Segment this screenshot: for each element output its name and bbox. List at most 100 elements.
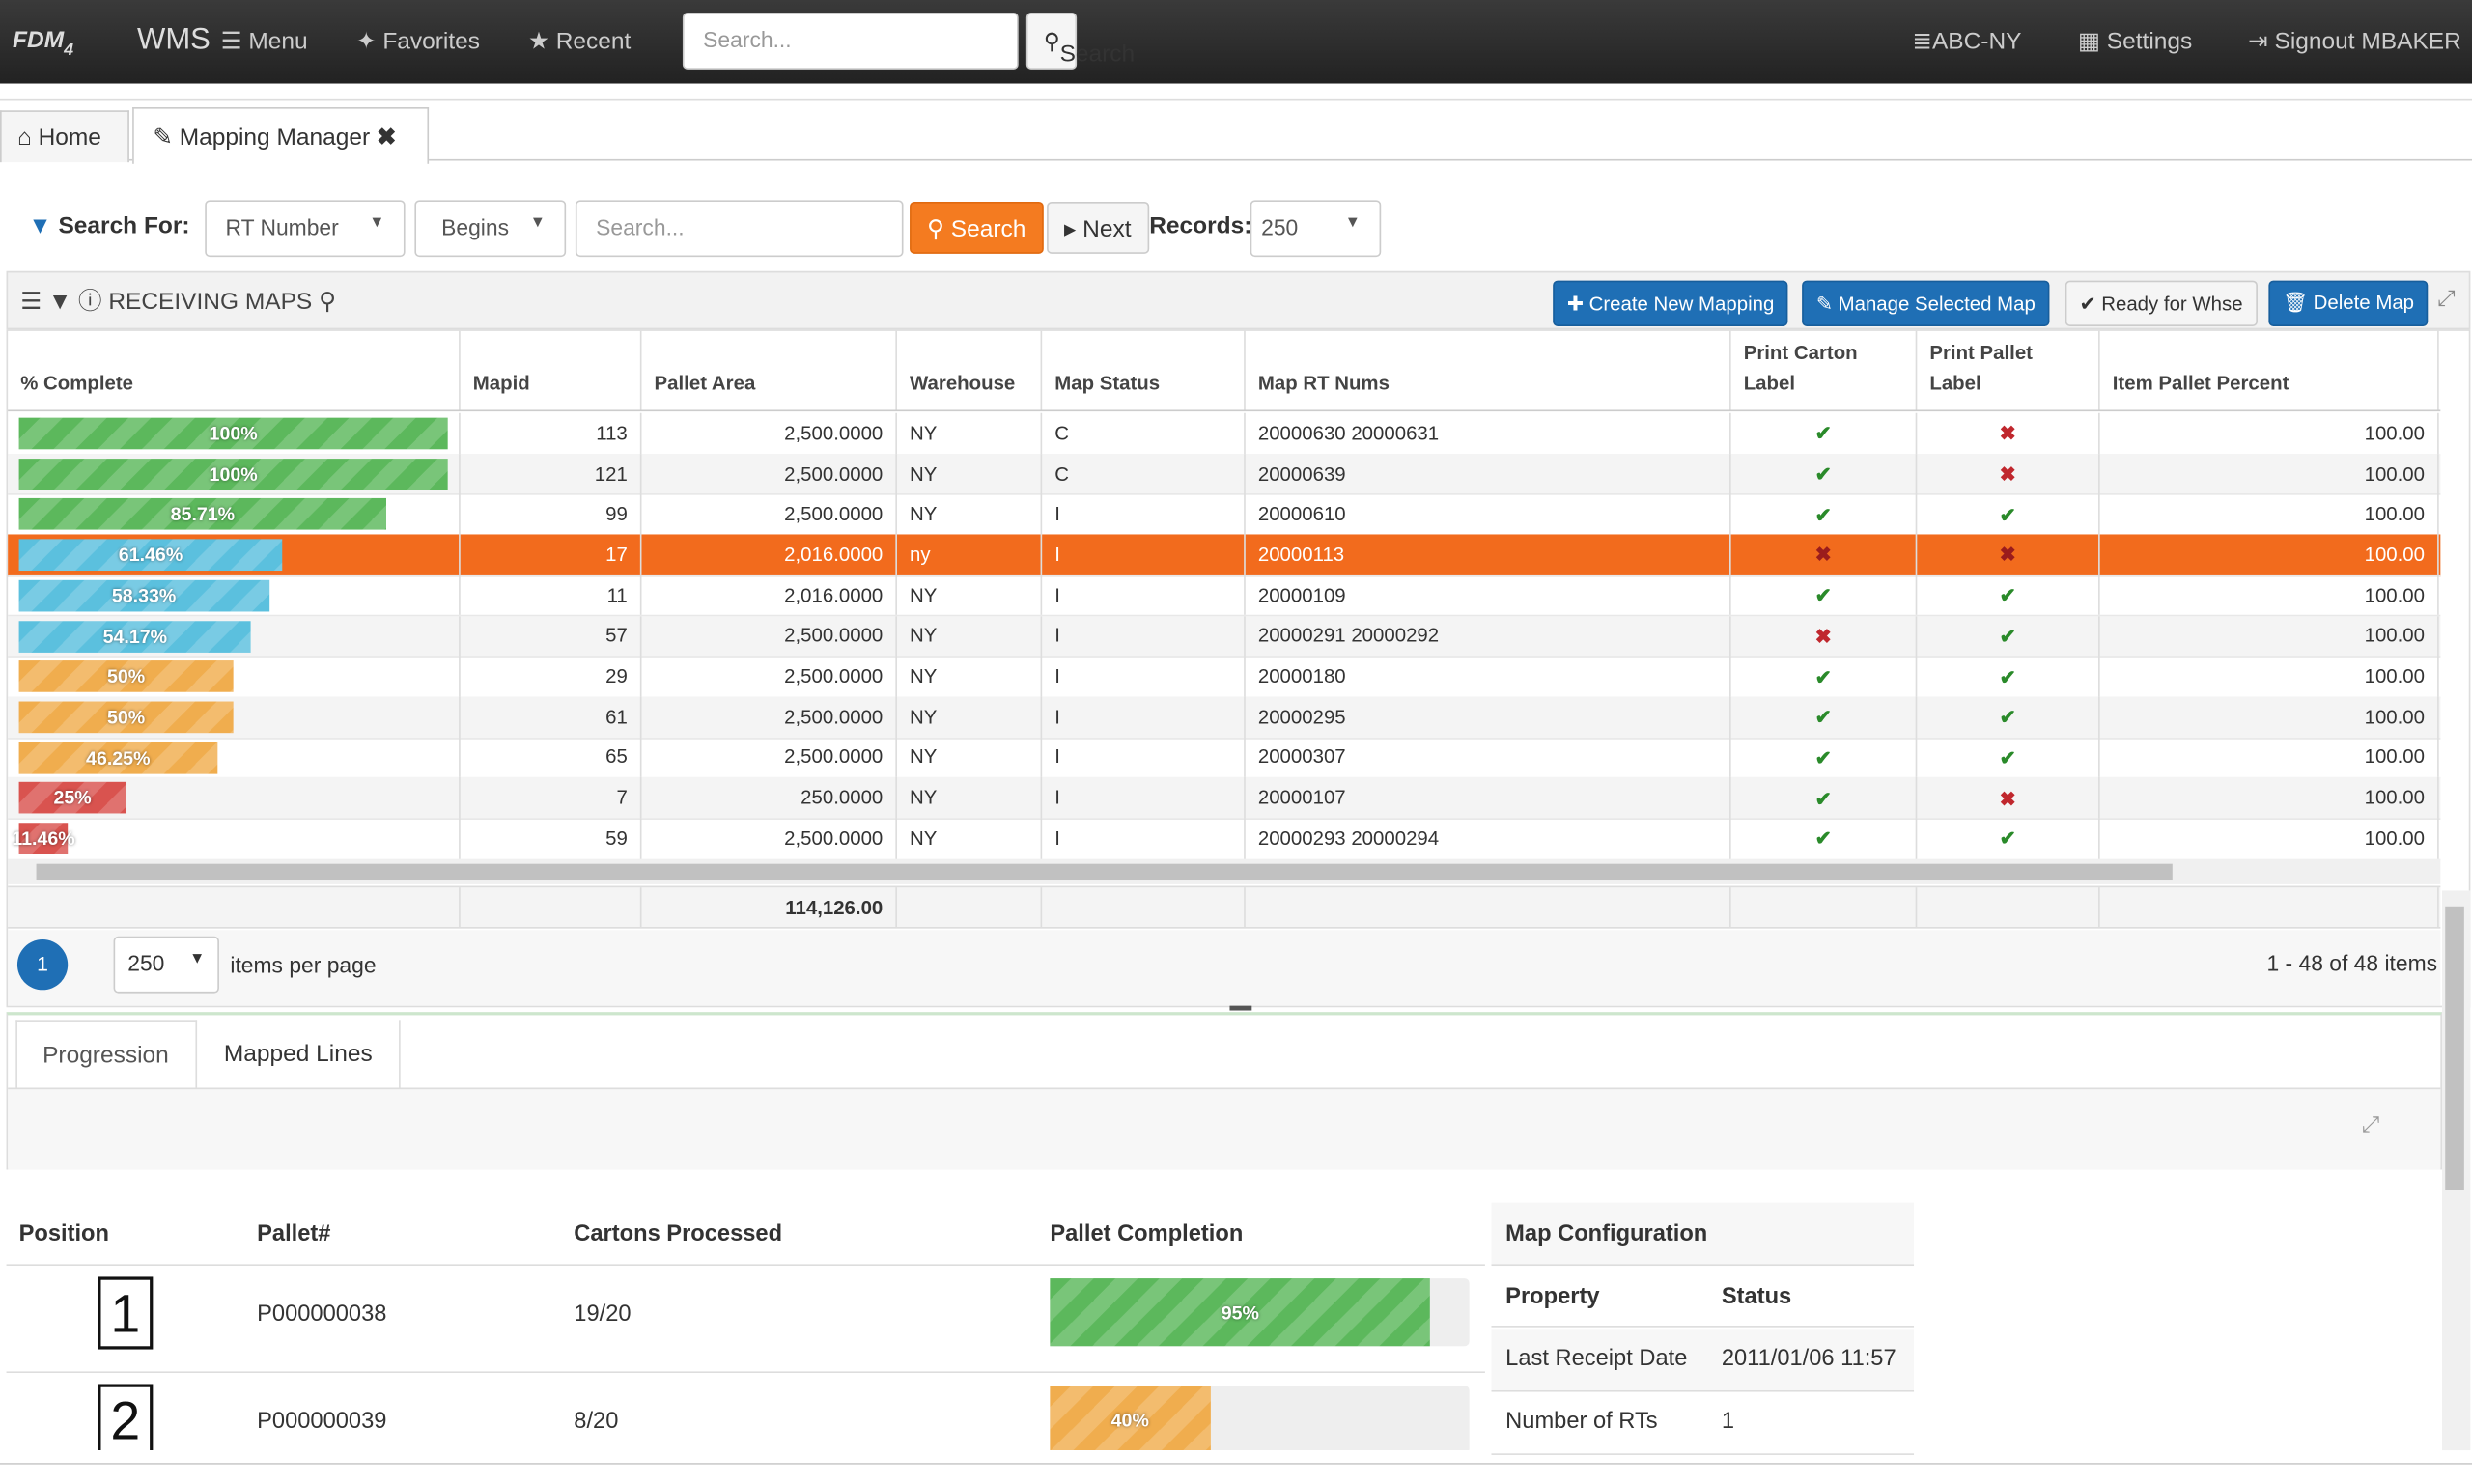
column-header: Item Pallet Percent	[2100, 330, 2439, 410]
field-select[interactable]: RT Number ▼	[205, 200, 406, 258]
delete-button[interactable]: 🗑 Delete Map	[2268, 280, 2429, 326]
label: Mapping Manager	[179, 124, 371, 152]
v-scrollbar[interactable]	[2441, 890, 2471, 1451]
ready-button[interactable]: ✔ Ready for Whse	[2065, 280, 2258, 326]
grid-row[interactable]: 61.46% 17 2,016.0000 ny I 20000113 ✖ ✖ 100.00	[8, 534, 2441, 577]
expand-icon[interactable]: ⤢	[2437, 285, 2456, 311]
grid-toolbar: ☰ ▼ ⓘ RECEIVING MAPS ⚲ ✚ Create New Mapp…	[6, 270, 2471, 330]
cartons: 8/20	[574, 1409, 619, 1435]
mapid: 7	[461, 777, 642, 819]
tab-home[interactable]: ⌂ Home	[0, 110, 129, 163]
warehouse: NY	[897, 737, 1043, 778]
percent-bar: 58.33%	[18, 579, 269, 612]
flag-pallet-label: ✖	[1917, 412, 2100, 454]
pager: 1 250 ▼ items per page 1 - 48 of 48 items	[8, 930, 2441, 1006]
percent-cell: 85.71%	[8, 493, 461, 535]
filter-search-button[interactable]: ⚲ Search	[910, 201, 1044, 254]
page-size[interactable]: 250 ▼	[113, 936, 219, 994]
tab-content: ⤢	[8, 1087, 2441, 1170]
h-scrollbar	[8, 858, 2441, 884]
item-pallet-percent: 100.00	[2100, 818, 2439, 859]
page-button[interactable]: 1	[16, 939, 69, 991]
grid-row[interactable]: 85.71% 99 2,500.0000 NY I 20000610 ✔ ✔ 100.00	[8, 493, 2441, 537]
percent-cell: 100%	[8, 412, 461, 454]
item-pallet-percent: 100.00	[2100, 493, 2439, 535]
nav-search[interactable]: Search...	[682, 13, 1019, 70]
percent-bar: 50%	[18, 660, 234, 693]
grid-row[interactable]: 11.46% 59 2,500.0000 NY I 20000293 20000294 ✔ ✔…	[8, 818, 2441, 860]
grid-row[interactable]: 46.25% 65 2,500.0000 NY I 20000307 ✔ ✔ 100.00	[8, 737, 2441, 779]
menu[interactable]: ☰ Menu	[220, 28, 308, 56]
pallet-area: 2,500.0000	[641, 696, 897, 738]
flag-carton-label: ✔	[1731, 818, 1918, 859]
splitter[interactable]	[1229, 1005, 1252, 1011]
item-pallet-percent: 100.00	[2100, 737, 2439, 778]
config-header: Status	[1721, 1284, 1792, 1310]
percent-bar: 46.25%	[18, 742, 217, 773]
tab-mapped-lines[interactable]: Mapped Lines	[199, 1020, 401, 1090]
rt-nums: 20000307	[1246, 737, 1731, 778]
brand-sub: 4	[64, 41, 74, 60]
tab-mapping-manager[interactable]: ✎ Mapping Manager ✖	[132, 107, 430, 164]
percent-cell: 50%	[8, 696, 461, 738]
grid-row[interactable]: 54.17% 57 2,500.0000 NY I 20000291 20000292 ✖ ✔…	[8, 615, 2441, 658]
percent-cell: 11.46%	[8, 818, 461, 859]
warehouse: NY	[897, 453, 1043, 494]
brand[interactable]: FDM4	[13, 22, 73, 60]
pallet-area: 2,500.0000	[641, 615, 897, 657]
config-header: Property	[1505, 1284, 1600, 1310]
company[interactable]: ≣ABC-NY	[1912, 28, 2022, 56]
records-select[interactable]: 250 ▼	[1250, 200, 1382, 258]
column-header: Map Status	[1042, 330, 1246, 410]
percent-bar: 85.71%	[18, 498, 387, 531]
flag-carton-label: ✔	[1731, 737, 1918, 778]
footer-cell	[1246, 887, 1731, 927]
nav-search-button[interactable]: ⚲ Search	[1025, 13, 1135, 70]
rt-nums: 20000639	[1246, 453, 1731, 494]
grid-row[interactable]: 50% 61 2,500.0000 NY I 20000295 ✔ ✔ 100.00	[8, 696, 2441, 740]
config-property: Last Receipt Date	[1505, 1346, 1688, 1372]
operator-select[interactable]: Begins ▼	[414, 200, 567, 258]
footer-cell	[461, 887, 642, 927]
grid-row[interactable]: 100% 113 2,500.0000 NY C 20000630 20000631 ✔ ✖ 1…	[8, 412, 2441, 456]
column-header: Mapid	[461, 330, 642, 410]
grid-row[interactable]: 25% 7 250.0000 NY I 20000107 ✔ ✖ 100.00	[8, 777, 2441, 820]
favorites[interactable]: ✦ Favorites	[355, 28, 481, 56]
completion-label: 95%	[1221, 1301, 1259, 1324]
expand-icon[interactable]: ⤢	[2361, 1111, 2380, 1137]
column-header: Print Carton Label	[1731, 330, 1918, 410]
pallet-area: 2,500.0000	[641, 493, 897, 535]
create-button[interactable]: ✚ Create New Mapping	[1553, 280, 1789, 326]
grid-row[interactable]: 100% 121 2,500.0000 NY C 20000639 ✔ ✖ 100.00	[8, 453, 2441, 496]
flag-carton-label: ✔	[1731, 453, 1918, 494]
filter-search[interactable]: Search...	[575, 200, 904, 258]
footer-cell	[1731, 887, 1918, 927]
item-pallet-percent: 100.00	[2100, 574, 2439, 616]
item-pallet-percent: 100.00	[2100, 453, 2439, 494]
flag-carton-label: ✔	[1731, 574, 1918, 616]
grid-row[interactable]: 50% 29 2,500.0000 NY I 20000180 ✔ ✔ 100.00	[8, 656, 2441, 699]
tab-progression[interactable]: Progression	[15, 1020, 198, 1090]
label: RECEIVING MAPS	[108, 288, 313, 316]
rt-nums: 20000630 20000631	[1246, 412, 1731, 454]
pallet-area: 2,500.0000	[641, 737, 897, 778]
pallet-area: 2,016.0000	[641, 574, 897, 616]
completion-bar: 95%	[1050, 1278, 1431, 1347]
settings[interactable]: ▦ Settings	[2077, 28, 2193, 56]
recent[interactable]: ★ Recent	[527, 28, 632, 56]
flag-pallet-label: ✖	[1917, 453, 2100, 494]
warehouse: ny	[897, 534, 1043, 575]
label: Next	[1082, 215, 1132, 243]
signout[interactable]: ⇥ Signout MBAKER	[2248, 28, 2461, 56]
grid-row[interactable]: 58.33% 11 2,016.0000 NY I 20000109 ✔ ✔ 100.00	[8, 574, 2441, 618]
grid: % Complete Mapid Pallet Area Warehouse Map S…	[6, 329, 2471, 1008]
next-button[interactable]: ▸ Next	[1047, 201, 1149, 254]
percent-cell: 58.33%	[8, 574, 461, 616]
manage-button[interactable]: ✎ Manage Selected Map	[1802, 280, 2050, 326]
status: C	[1042, 453, 1246, 494]
thumb[interactable]	[2445, 906, 2464, 1190]
rt-nums: 20000109	[1246, 574, 1731, 616]
percent-bar: 25%	[18, 782, 126, 814]
column-header: Warehouse	[897, 330, 1043, 410]
percent-label: 100%	[209, 422, 258, 445]
